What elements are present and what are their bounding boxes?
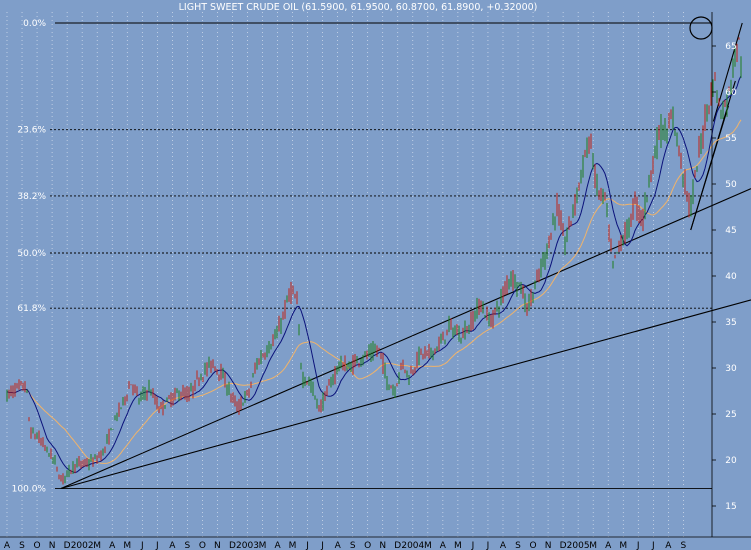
y-tick-label: 50 [725, 180, 737, 190]
y-tick-label: 65 [725, 42, 736, 52]
y-tick-label: 60 [725, 88, 737, 98]
x-tick-label: S [19, 541, 25, 550]
moving-average-slow [6, 119, 742, 464]
x-tick-label: J [140, 541, 144, 550]
x-tick-label: M [259, 541, 267, 550]
y-tick-label: 35 [725, 318, 736, 328]
x-tick-label: N [214, 541, 221, 550]
x-tick-label: A [274, 541, 281, 550]
x-tick-label: A [605, 541, 612, 550]
x-tick-label: A [109, 541, 116, 550]
chart-title: LIGHT SWEET CRUDE OIL (61.5900, 61.9500,… [179, 2, 538, 13]
x-tick-label: M [123, 541, 131, 550]
moving-averages [6, 75, 742, 474]
x-tick-label: 2005 [567, 541, 590, 550]
x-tick-label: O [530, 541, 537, 550]
x-tick-label: N [379, 541, 386, 550]
trendlines [60, 22, 751, 490]
x-tick-label: 2002 [71, 541, 94, 550]
x-tick-label: A [440, 541, 447, 550]
fib-level-label: 61.8% [17, 304, 46, 314]
x-tick-label: A [665, 541, 672, 550]
x-tick-label: A [500, 541, 507, 550]
trendline [690, 80, 736, 231]
x-tick-label: A [335, 541, 342, 550]
fib-level-label: 23.6% [17, 126, 46, 136]
fib-level-label: 100.0% [12, 485, 47, 495]
x-tick-label: J [471, 541, 475, 550]
x-tick-label: D [560, 541, 567, 550]
x-tick-label: S [350, 541, 356, 550]
y-tick-label: 30 [725, 364, 737, 374]
trendline [60, 188, 751, 490]
x-tick-label: A [4, 541, 11, 550]
x-tick-label: O [34, 541, 41, 550]
x-tick-label: M [93, 541, 101, 550]
y-tick-label: 45 [725, 226, 736, 236]
x-tick-label: M [589, 541, 597, 550]
x-tick-label: J [305, 541, 309, 550]
x-tick-label: M [424, 541, 432, 550]
x-tick-label: D [64, 541, 71, 550]
trendline [712, 22, 743, 122]
x-tick-label: N [49, 541, 56, 550]
x-tick-label: M [289, 541, 297, 550]
x-tick-label: D [229, 541, 236, 550]
fib-level-label: 50.0% [17, 249, 46, 259]
y-tick-label: 55 [725, 134, 736, 144]
x-tick-label: J [155, 541, 159, 550]
fib-level-label: 38.2% [17, 192, 46, 202]
y-tick-label: 20 [725, 456, 737, 466]
x-tick-label: S [680, 541, 686, 550]
x-tick-label: J [651, 541, 655, 550]
x-tick-label: S [515, 541, 521, 550]
x-tick-label: J [320, 541, 324, 550]
y-tick-label: 40 [725, 272, 737, 282]
x-tick-label: M [619, 541, 627, 550]
x-tick-label: J [486, 541, 490, 550]
price-bars [6, 37, 742, 485]
x-tick-label: A [169, 541, 176, 550]
y-tick-label: 15 [725, 502, 736, 512]
x-tick-label: N [545, 541, 552, 550]
fib-level-label: 0.0% [23, 19, 46, 29]
moving-average-fast [6, 75, 742, 474]
y-tick-label: 25 [725, 410, 736, 420]
x-tick-label: J [636, 541, 640, 550]
trendline [60, 299, 751, 490]
x-tick-label: O [199, 541, 206, 550]
x-tick-label: 2004 [401, 541, 424, 550]
x-tick-label: M [454, 541, 462, 550]
x-tick-label: O [364, 541, 371, 550]
x-tick-label: D [394, 541, 401, 550]
x-tick-label: S [185, 541, 191, 550]
fibonacci-levels: 0.0% 23.6% 38.2% 50.0% 61.8% 100.0% [12, 19, 712, 495]
x-tick-label: 2003 [236, 541, 259, 550]
